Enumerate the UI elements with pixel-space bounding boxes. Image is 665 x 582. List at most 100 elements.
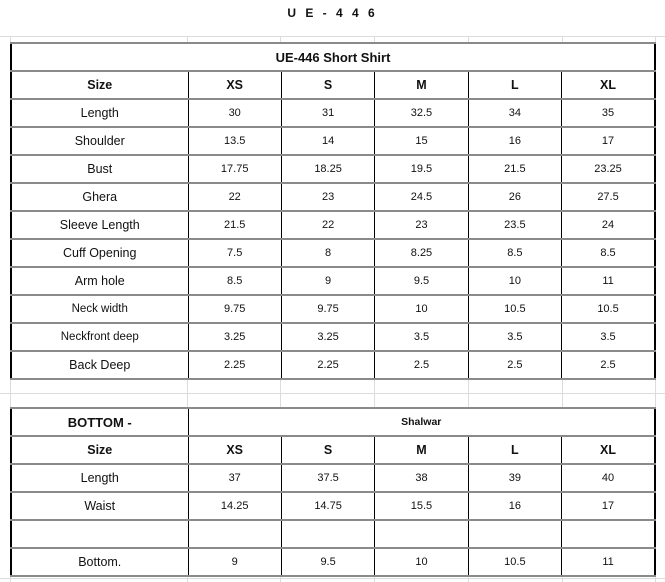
table-cell: 9: [280, 266, 376, 296]
table-row: Shoulder 13.5 14 15 16 17: [10, 126, 656, 156]
row-label: Ghera: [10, 182, 189, 212]
table-cell: 10: [374, 294, 469, 324]
row-label: Shoulder: [10, 126, 189, 156]
table-cell: 10: [467, 266, 563, 296]
table-cell: [280, 519, 376, 549]
table-cell: 34: [467, 98, 563, 128]
table-cell: 23.5: [467, 210, 563, 240]
document-title: U E - 4 4 6: [287, 6, 378, 20]
table-cell: 9.75: [187, 294, 282, 324]
table-cell: 19.5: [374, 154, 469, 184]
column-header: Size: [10, 70, 189, 100]
row-label: Length: [10, 463, 189, 493]
table-cell: 3.5: [374, 322, 469, 352]
bottom-type: Shalwar: [187, 407, 656, 437]
table-row: Bust 17.75 18.25 19.5 21.5 23.25: [10, 154, 656, 184]
table-title-row: UE-446 Short Shirt: [10, 42, 656, 72]
table-cell: 38: [374, 463, 469, 493]
table-cell: 9.75: [280, 294, 376, 324]
table-cell: 18.25: [280, 154, 376, 184]
row-label: Sleeve Length: [10, 210, 189, 240]
table-row: Sleeve Length 21.5 22 23 23.5 24: [10, 210, 656, 240]
table-cell: 2.5: [374, 350, 469, 380]
table-row: Back Deep 2.25 2.25 2.5 2.5 2.5: [10, 350, 656, 380]
table-cell: 31: [280, 98, 376, 128]
table-cell: 10.5: [467, 547, 563, 577]
table-cell: 3.25: [280, 322, 376, 352]
row-label: Bottom.: [10, 547, 189, 577]
column-header: XS: [187, 70, 282, 100]
shirt-size-table: UE-446 Short Shirt Size XS S M L XL Length 30 31 3…: [10, 42, 656, 380]
table-cell: 3.25: [187, 322, 282, 352]
table-cell: 27.5: [561, 182, 656, 212]
table-row: [10, 519, 656, 549]
table-cell: 8: [280, 238, 376, 268]
table-cell: 17: [561, 126, 656, 156]
table-cell: [561, 519, 656, 549]
table-cell: 24: [561, 210, 656, 240]
column-header: M: [374, 435, 469, 465]
gridline: [0, 578, 665, 579]
column-header: Size: [10, 435, 189, 465]
column-header: L: [467, 435, 563, 465]
column-header: M: [374, 70, 469, 100]
table-cell: 7.5: [187, 238, 282, 268]
table-cell: 8.5: [561, 238, 656, 268]
column-header: XL: [561, 70, 656, 100]
table-cell: 40: [561, 463, 656, 493]
table-cell: [467, 519, 563, 549]
table-cell: 14.25: [187, 491, 282, 521]
table-cell: 23: [280, 182, 376, 212]
table-cell: 9.5: [280, 547, 376, 577]
column-header: S: [280, 70, 376, 100]
table-cell: 2.5: [561, 350, 656, 380]
row-label: Length: [10, 98, 189, 128]
table-cell: 10.5: [467, 294, 563, 324]
row-label: [10, 519, 189, 549]
table-cell: 8.5: [187, 266, 282, 296]
table-cell: 24.5: [374, 182, 469, 212]
table-cell: 14: [280, 126, 376, 156]
table-row: Cuff Opening 7.5 8 8.25 8.5 8.5: [10, 238, 656, 268]
table-row: Length 37 37.5 38 39 40: [10, 463, 656, 493]
table-cell: 32.5: [374, 98, 469, 128]
table-cell: 16: [467, 491, 563, 521]
table-row: Bottom. 9 9.5 10 10.5 11: [10, 547, 656, 577]
table-row: Neck width 9.75 9.75 10 10.5 10.5: [10, 294, 656, 324]
table-cell: 15: [374, 126, 469, 156]
table-cell: 9.5: [374, 266, 469, 296]
table-cell: 3.5: [561, 322, 656, 352]
column-header: S: [280, 435, 376, 465]
table-cell: 9: [187, 547, 282, 577]
table-cell: 8.25: [374, 238, 469, 268]
table-title: UE-446 Short Shirt: [10, 42, 656, 72]
row-label: Neck width: [10, 294, 189, 324]
table-cell: 26: [467, 182, 563, 212]
table-row: Length 30 31 32.5 34 35: [10, 98, 656, 128]
table-cell: 2.5: [467, 350, 563, 380]
table-cell: 2.25: [187, 350, 282, 380]
column-header: XS: [187, 435, 282, 465]
table-cell: 17.75: [187, 154, 282, 184]
table-cell: 22: [187, 182, 282, 212]
table-cell: 17: [561, 491, 656, 521]
header-row: Size XS S M L XL: [10, 70, 656, 100]
table-cell: 37.5: [280, 463, 376, 493]
bottom-size-table: BOTTOM - Shalwar Size XS S M L XL Length 37 37.5 38…: [10, 407, 656, 577]
row-label: Arm hole: [10, 266, 189, 296]
table-cell: 11: [561, 266, 656, 296]
row-label: Back Deep: [10, 350, 189, 380]
table-row: Ghera 22 23 24.5 26 27.5: [10, 182, 656, 212]
table-cell: [374, 519, 469, 549]
table-cell: 22: [280, 210, 376, 240]
table-cell: 16: [467, 126, 563, 156]
table-row: Waist 14.25 14.75 15.5 16 17: [10, 491, 656, 521]
column-header: L: [467, 70, 563, 100]
row-label: Waist: [10, 491, 189, 521]
table-row: Arm hole 8.5 9 9.5 10 11: [10, 266, 656, 296]
row-label: Bust: [10, 154, 189, 184]
row-label: Cuff Opening: [10, 238, 189, 268]
table-cell: 13.5: [187, 126, 282, 156]
table-cell: 21.5: [187, 210, 282, 240]
table-cell: 35: [561, 98, 656, 128]
